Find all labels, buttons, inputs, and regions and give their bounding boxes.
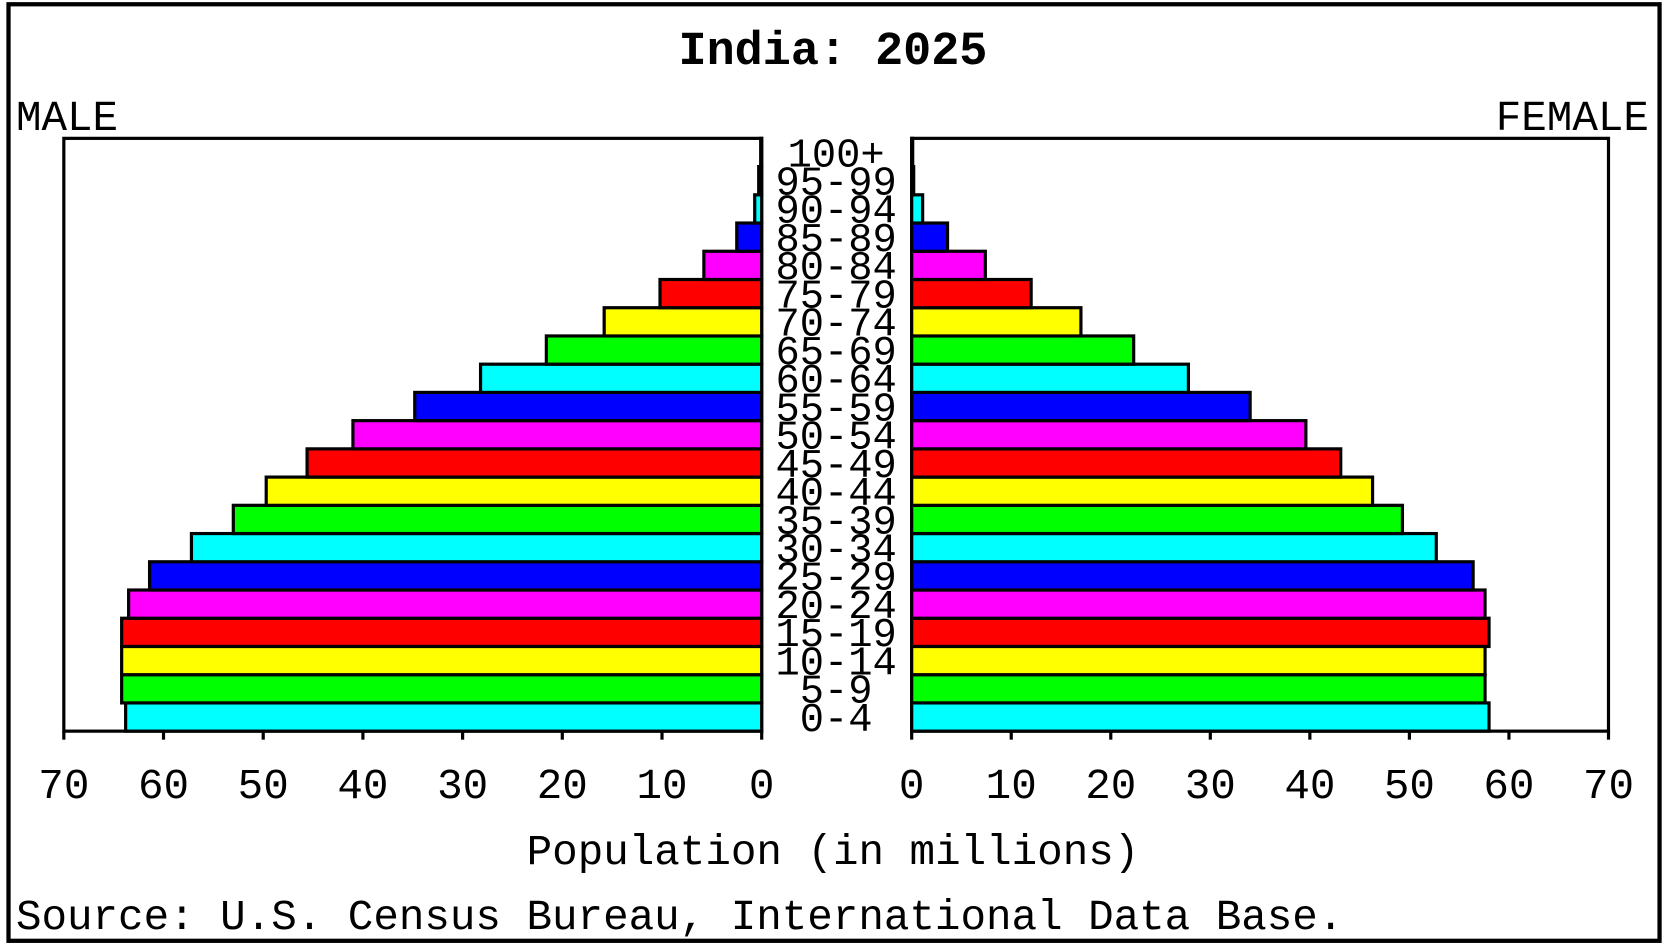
bar: [127, 588, 764, 620]
bar: [910, 701, 1491, 733]
age-label: 10-14: [776, 641, 897, 687]
x-tick-label: 50: [238, 763, 289, 811]
bar: [910, 531, 1438, 564]
bar: [910, 588, 1487, 620]
bar: [910, 503, 1405, 536]
frame: [6, 2, 1662, 943]
bar: [753, 193, 764, 225]
age-label: 80-84: [776, 246, 897, 292]
age-label: 100+: [788, 133, 885, 179]
age-label: 85-89: [776, 218, 897, 264]
bar: [120, 644, 764, 677]
x-tick-label: 0: [899, 763, 925, 811]
age-label: 35-39: [776, 500, 897, 546]
age-label: 45-49: [776, 444, 897, 490]
x-tick-label: 70: [38, 763, 89, 811]
bar: [413, 390, 764, 423]
bar: [147, 560, 764, 592]
age-label: 55-59: [776, 387, 897, 433]
bar: [757, 164, 764, 197]
x-tick-label: 60: [1483, 763, 1534, 811]
age-label: 65-69: [776, 331, 897, 377]
bar: [910, 277, 1033, 310]
bar: [910, 164, 916, 197]
bar: [910, 334, 1136, 366]
x-tick-label: 70: [1583, 763, 1634, 811]
x-tick-label: 20: [537, 763, 588, 811]
age-label: 90-94: [776, 190, 897, 236]
bar: [910, 475, 1375, 507]
x-tick-label: 30: [1185, 763, 1236, 811]
bar: [189, 531, 764, 564]
bar: [910, 136, 915, 169]
age-label: 70-74: [776, 303, 897, 349]
age-label: 60-64: [776, 359, 897, 405]
age-label: 5-9: [800, 670, 873, 716]
bar: [910, 193, 925, 225]
legend-male: MALE: [16, 95, 118, 143]
age-label: 50-54: [776, 416, 897, 462]
bar: [351, 419, 764, 451]
bar: [544, 334, 764, 366]
bar: [910, 362, 1191, 395]
age-label: 15-19: [776, 613, 897, 659]
bar: [231, 503, 764, 536]
bar: [910, 644, 1487, 677]
bar: [910, 249, 987, 282]
bar: [120, 616, 764, 649]
source: Source: U.S. Census Bureau, Internationa…: [16, 894, 1343, 942]
bar: [264, 475, 764, 507]
x-tick-label: 60: [138, 763, 189, 811]
x-tick-label: 50: [1384, 763, 1435, 811]
x-tick-label: 40: [1284, 763, 1335, 811]
bar: [910, 673, 1487, 705]
bar: [910, 221, 950, 253]
x-tick-label: 10: [986, 763, 1037, 811]
x-axis-label: Population (in millions): [527, 829, 1140, 877]
bar: [910, 419, 1308, 451]
age-label: 25-29: [776, 557, 897, 603]
bar: [478, 362, 764, 395]
age-label: 40-44: [776, 472, 897, 518]
x-tick-label: 10: [636, 763, 687, 811]
bar: [910, 390, 1252, 423]
bar: [305, 447, 764, 479]
age-label: 0-4: [800, 698, 873, 744]
bar: [120, 673, 764, 705]
x-tick-label: 40: [337, 763, 388, 811]
bar: [124, 701, 764, 733]
age-label: 75-79: [776, 274, 897, 320]
bar: [602, 306, 764, 338]
chart-title: India: 2025: [679, 26, 988, 79]
bar: [910, 560, 1475, 592]
x-tick-label: 30: [437, 763, 488, 811]
bar: [702, 249, 764, 282]
bar: [910, 447, 1343, 479]
bar: [910, 306, 1083, 338]
bar: [759, 136, 764, 169]
bar: [910, 616, 1491, 649]
legend-female: FEMALE: [1496, 95, 1649, 143]
bar: [658, 277, 764, 310]
age-label: 20-24: [776, 585, 897, 631]
age-label: 95-99: [776, 162, 897, 208]
x-tick-label: 0: [749, 763, 775, 811]
bar: [735, 221, 764, 253]
age-label: 30-34: [776, 528, 897, 574]
x-tick-label: 20: [1085, 763, 1136, 811]
